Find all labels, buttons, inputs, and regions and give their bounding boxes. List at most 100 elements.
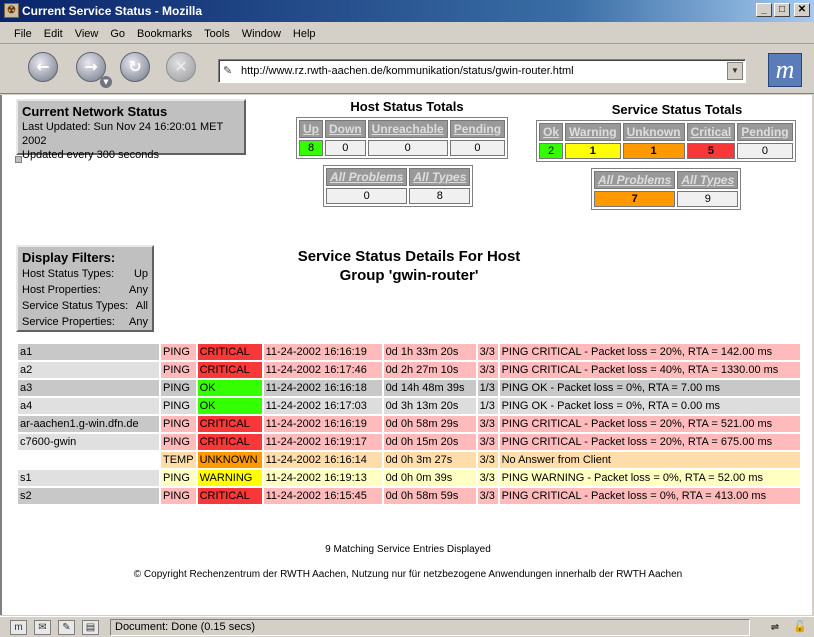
menu-bookmarks[interactable]: Bookmarks [137,27,193,40]
host-pending-header[interactable]: Pending [449,120,506,138]
host-name-cell[interactable]: ar-aachen1.g-win.dfn.de [18,416,159,432]
status-info-cell: PING CRITICAL - Packet loss = 20%, RTA =… [499,344,800,360]
online-status-icon[interactable]: ⇌ [770,622,780,633]
table-row: a3 PING OK 11-24-2002 16:16:18 0d 14h 48m 39… [18,380,800,396]
host-name-cell[interactable]: s2 [18,488,159,504]
host-unreachable-header[interactable]: Unreachable [367,120,448,138]
page-title-line1: Service Status Details For Host [297,248,521,265]
navigator-icon[interactable]: m [10,620,27,635]
maximize-button[interactable]: □ [774,3,790,17]
service-name-cell[interactable]: PING [161,434,196,450]
host-name-cell[interactable]: a3 [18,380,159,396]
service-problems-table: All Problems All Types 7 9 [591,168,742,210]
status-cell: CRITICAL [197,434,262,450]
menu-view[interactable]: View [74,27,99,40]
duration-cell: 0d 1h 33m 20s [383,344,476,360]
filter-row-service-properties: Service Properties: Any [22,314,148,330]
mail-icon[interactable]: ✉ [34,620,51,635]
minimize-button[interactable]: _ [756,3,772,17]
filter-row-service-status-types: Service Status Types: All [22,298,148,314]
forward-history-dropdown-icon[interactable]: ▼ [100,76,112,88]
attempt-cell: 1/3 [477,398,498,414]
status-cell: CRITICAL [197,488,262,504]
url-bar[interactable]: ✎ http://www.rz.rwth-aachen.de/kommunika… [218,59,746,83]
service-ok-header[interactable]: Ok [539,123,564,141]
back-button[interactable]: ← [28,52,58,82]
filter-value: Any [129,316,148,328]
close-button[interactable]: ✕ [794,3,810,17]
attempt-cell: 3/3 [477,452,498,468]
host-all-types-header[interactable]: All Types [409,168,471,186]
status-cell: WARNING [197,470,262,486]
service-critical-header[interactable]: Critical [686,123,736,141]
service-pending-header[interactable]: Pending [737,123,793,141]
service-name-cell[interactable]: PING [161,380,196,396]
page-proxy-icon[interactable]: ✎ [223,65,233,77]
filter-row-host-properties: Host Properties: Any [22,282,148,298]
menu-file[interactable]: File [14,27,32,40]
stop-button[interactable]: ✕ [166,52,196,82]
composer-icon[interactable]: ✎ [58,620,75,635]
service-name-cell[interactable]: PING [161,470,196,486]
menu-window[interactable]: Window [241,27,281,40]
window-titlebar[interactable]: ☢ Current Service Status - Mozilla _ □ ✕ [0,0,814,22]
forward-button[interactable]: → [76,52,106,82]
mozilla-app-icon[interactable]: ☢ [4,3,19,18]
filter-label: Service Properties: [22,316,115,328]
addressbook-icon[interactable]: ▤ [82,620,99,635]
menu-go[interactable]: Go [110,27,126,40]
service-name-cell[interactable]: PING [161,344,196,360]
duration-cell: 0d 0h 15m 20s [383,434,476,450]
menu-help[interactable]: Help [292,27,316,40]
duration-cell: 0d 14h 48m 39s [383,380,476,396]
service-name-cell[interactable]: PING [161,416,196,432]
host-down-header[interactable]: Down [325,120,366,138]
network-status-title: Current Network Status [22,104,168,119]
menu-tools[interactable]: Tools [204,27,230,40]
host-pending-count: 0 [449,140,506,156]
service-name-cell[interactable]: TEMP [161,452,196,468]
host-problems-table: All Problems All Types 0 8 [323,165,474,207]
service-all-problems-count: 7 [594,191,676,207]
host-up-header[interactable]: Up [299,120,323,138]
stop-icon: ✕ [174,57,188,76]
status-info-cell: PING CRITICAL - Packet loss = 0%, RTA = … [499,488,800,504]
status-cell: CRITICAL [197,416,262,432]
host-name-cell[interactable]: a2 [18,362,159,378]
service-ok-count: 2 [539,143,564,159]
service-pending-count: 0 [737,143,793,159]
service-name-cell[interactable]: PING [161,362,196,378]
menu-edit[interactable]: Edit [43,27,63,40]
mozilla-throbber-logo[interactable]: m [768,53,802,87]
filter-row-host-status-types: Host Status Types: Up [22,266,148,282]
status-info-cell: PING CRITICAL - Packet loss = 20%, RTA =… [499,434,800,450]
status-info-cell: PING OK - Packet loss = 0%, RTA = 0.00 m… [499,398,800,414]
reload-button[interactable]: ↻ [120,52,150,82]
host-name-cell[interactable]: a4 [18,398,159,414]
host-name-cell[interactable]: a1 [18,344,159,360]
last-check-cell: 11-24-2002 16:19:17 [263,434,382,450]
service-name-cell[interactable]: PING [161,398,196,414]
host-all-problems-header[interactable]: All Problems [326,168,408,186]
url-history-dropdown-icon[interactable]: ▼ [727,62,743,80]
host-name-cell[interactable]: c7600-gwin [18,434,159,450]
service-all-problems-header[interactable]: All Problems [594,171,676,189]
security-lock-icon[interactable]: 🔓 [793,621,807,633]
forward-arrow-icon: → [84,57,98,76]
attempt-cell: 3/3 [477,470,498,486]
matching-entries-count: 9 Matching Service Entries Displayed [325,544,491,555]
status-info-cell: PING WARNING - Packet loss = 0%, RTA = 5… [499,470,800,486]
page-content: Current Network Status Last Updated: Sun… [0,95,812,615]
last-check-cell: 11-24-2002 16:15:45 [263,488,382,504]
host-name-cell[interactable]: s1 [18,470,159,486]
table-row: a4 PING OK 11-24-2002 16:17:03 0d 3h 13m 20s… [18,398,800,414]
filter-label: Host Status Types: [22,268,115,280]
service-unknown-header[interactable]: Unknown [622,123,685,141]
refresh-interval: Updated every 300 seconds [22,149,159,161]
service-all-types-header[interactable]: All Types [677,171,739,189]
duration-cell: 0d 0h 58m 29s [383,416,476,432]
service-name-cell[interactable]: PING [161,488,196,504]
status-bar: m ✉ ✎ ▤ Document: Done (0.15 secs) ⇌ 🔓 [0,616,814,637]
service-warning-header[interactable]: Warning [565,123,621,141]
service-status-table: a1 PING CRITICAL 11-24-2002 16:16:19 0d 1h 3… [16,342,802,506]
